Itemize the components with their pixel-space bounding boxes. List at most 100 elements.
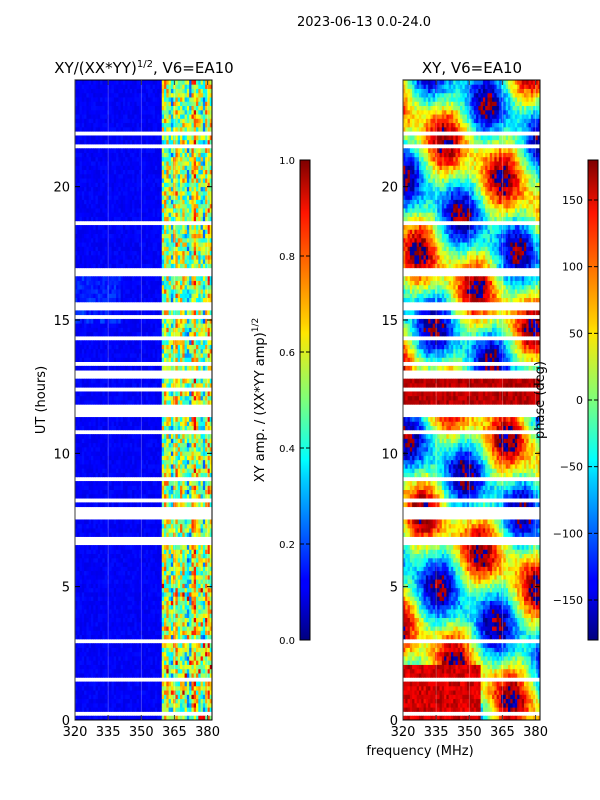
amplitude-cell [150, 681, 154, 687]
amplitude-cell [150, 630, 154, 636]
amplitude-cell [90, 395, 94, 401]
amplitude-cell [88, 438, 92, 444]
amplitude-cell [173, 604, 176, 610]
amplitude-cell [77, 660, 80, 665]
amplitude-cell [136, 698, 140, 704]
amplitude-cell [207, 630, 211, 636]
amplitude-cell [127, 647, 131, 653]
amplitude-cell [106, 485, 110, 490]
amplitude-cell [168, 656, 172, 661]
amplitude-cell [198, 562, 201, 567]
amplitude-cell [152, 391, 156, 397]
amplitude-cell [127, 502, 131, 508]
amplitude-cell [161, 613, 165, 618]
amplitude-cell [125, 455, 128, 461]
amplitude-cell [129, 297, 133, 303]
amplitude-cell [77, 391, 80, 397]
amplitude-cell [186, 455, 190, 461]
amplitude-cell [136, 690, 140, 695]
amplitude-cell [132, 532, 135, 537]
amplitude-cell [118, 609, 122, 614]
amplitude-cell [97, 553, 101, 559]
amplitude-cell [207, 528, 211, 533]
amplitude-cell [164, 532, 167, 537]
amplitude-cell [150, 528, 154, 533]
amplitude-cell [116, 583, 119, 589]
amplitude-cell [113, 464, 117, 469]
amplitude-cell [159, 715, 163, 720]
amplitude-cell [148, 310, 151, 316]
amplitude-cell [116, 656, 119, 661]
amplitude-cell [132, 344, 135, 350]
amplitude-cell [196, 562, 199, 567]
amplitude-cell [136, 421, 140, 426]
amplitude-cell [125, 493, 128, 499]
amplitude-cell [75, 318, 78, 324]
amplitude-cell [205, 493, 208, 499]
amplitude-cell [86, 579, 90, 584]
amplitude-cell [159, 455, 163, 461]
amplitude-cell [189, 378, 192, 384]
amplitude-cell [164, 651, 167, 657]
amplitude-cell [134, 323, 138, 328]
amplitude-cell [132, 553, 135, 559]
amplitude-cell [102, 528, 106, 533]
amplitude-cell [84, 280, 87, 286]
amplitude-cell [81, 417, 85, 422]
amplitude-cell [141, 634, 144, 640]
amplitude-cell [175, 647, 179, 653]
amplitude-cell [95, 702, 99, 708]
amplitude-cell [100, 549, 103, 554]
amplitude-cell [127, 583, 131, 589]
amplitude-cell [79, 592, 83, 597]
amplitude-cell [150, 604, 154, 610]
amplitude-cell [180, 647, 183, 653]
amplitude-cell [196, 421, 199, 426]
amplitude-cell [186, 348, 190, 354]
amplitude-cell [198, 664, 201, 670]
amplitude-cell [198, 715, 201, 720]
amplitude-cell [77, 643, 80, 648]
amplitude-cell [125, 570, 128, 576]
amplitude-cell [136, 604, 140, 610]
amplitude-cell [173, 651, 176, 657]
amplitude-cell [100, 596, 103, 601]
amplitude-cell [97, 592, 101, 597]
amplitude-cell [79, 310, 83, 316]
amplitude-cell [168, 468, 172, 473]
amplitude-cell [132, 673, 135, 678]
amplitude-cell [205, 574, 208, 580]
amplitude-cell [90, 502, 94, 508]
amplitude-cell [159, 263, 163, 269]
amplitude-cell [77, 579, 80, 584]
amplitude-cell [157, 493, 160, 499]
amplitude-cell [111, 468, 115, 473]
amplitude-cell [157, 557, 160, 563]
amplitude-cell [111, 587, 115, 593]
amplitude-cell [75, 259, 78, 264]
amplitude-cell [109, 493, 112, 499]
amplitude-cell [106, 583, 110, 589]
amplitude-cell [200, 353, 204, 358]
amplitude-cell [189, 583, 192, 589]
amplitude-cell [79, 442, 83, 448]
amplitude-cell [120, 553, 124, 559]
amplitude-cell [154, 545, 158, 550]
amplitude-cell [143, 395, 147, 401]
amplitude-cell [104, 651, 108, 657]
amplitude-cell [129, 425, 133, 431]
amplitude-cell [136, 634, 140, 640]
amplitude-cell [159, 293, 163, 298]
amplitude-cell [129, 417, 133, 422]
amplitude-cell [175, 651, 179, 657]
amplitude-cell [116, 523, 119, 529]
amplitude-cell [175, 344, 179, 350]
amplitude-cell [148, 549, 151, 554]
amplitude-cell [104, 365, 108, 371]
amplitude-cell [75, 604, 78, 610]
amplitude-cell [157, 596, 160, 601]
amplitude-cell [79, 395, 83, 401]
amplitude-cell [88, 574, 92, 580]
amplitude-cell [88, 673, 92, 678]
amplitude-cell [157, 276, 160, 281]
